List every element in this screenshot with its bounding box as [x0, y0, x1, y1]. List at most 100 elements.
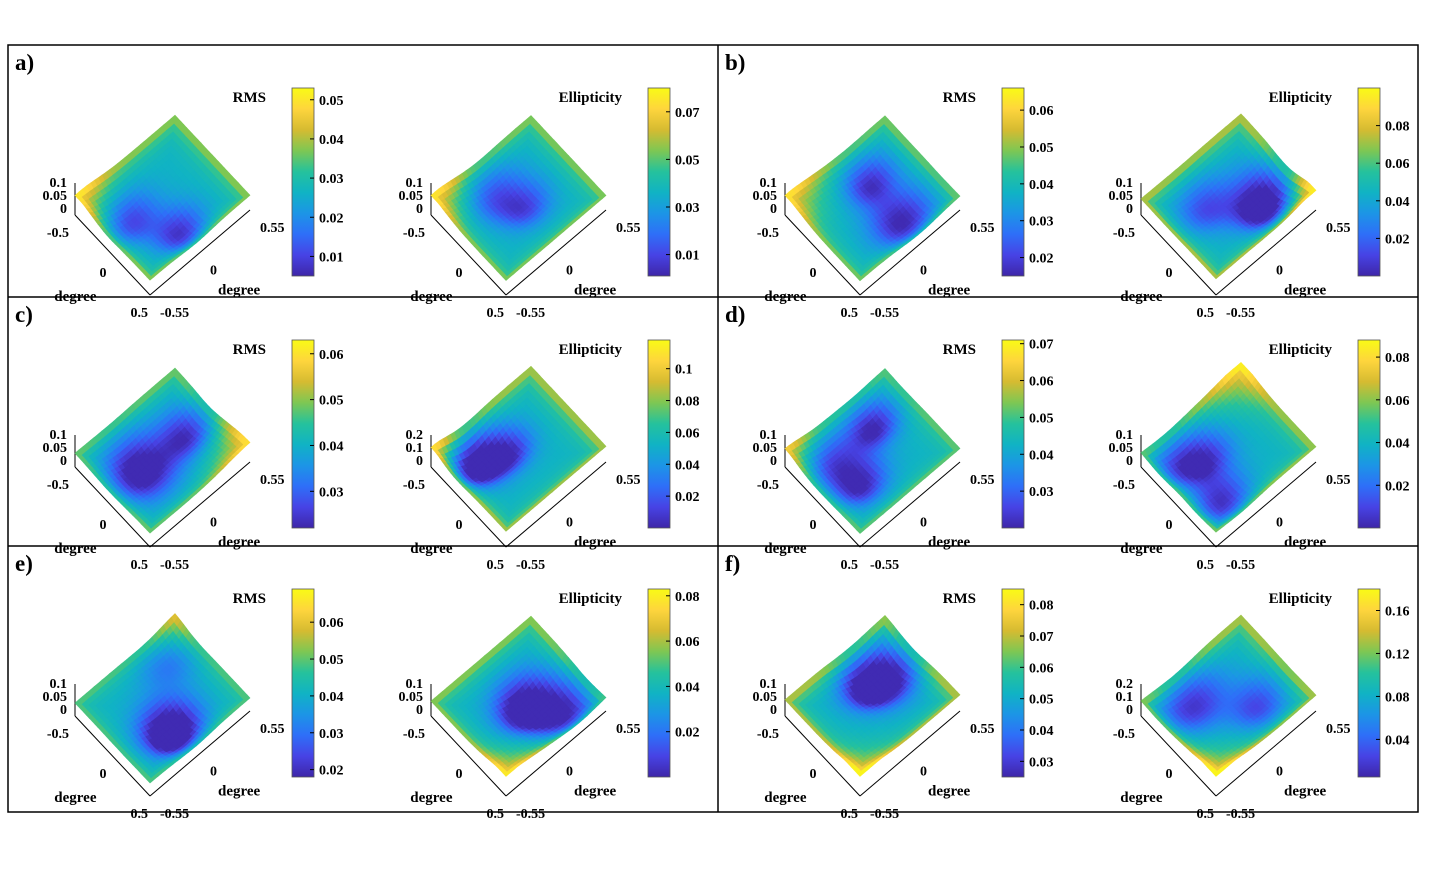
x-tick-label: 0: [456, 266, 463, 281]
colorbar-tick-label: 0.07: [1029, 338, 1054, 353]
plot-title: Ellipticity: [1269, 90, 1333, 106]
axes: [430, 183, 607, 296]
plot-title: RMS: [943, 342, 976, 358]
panel-label: b): [725, 50, 745, 75]
colorbar-tick-label: 0.05: [319, 394, 344, 409]
y-axis-label: degree: [928, 535, 971, 551]
x-axis-label: degree: [410, 289, 453, 305]
colorbar-tick-label: 0.02: [1385, 232, 1410, 247]
panel-label: a): [15, 50, 34, 75]
x-tick-label: 0: [100, 518, 107, 533]
colorbar-tick-label: 0.04: [1385, 195, 1410, 210]
colorbar-tick-label: 0.04: [319, 133, 344, 148]
colorbar-tick-label: 0.01: [319, 250, 344, 265]
colorbar-bar: [291, 339, 315, 529]
x-tick-label: 0: [100, 266, 107, 281]
x-tick-label: -0.5: [757, 226, 779, 241]
y-tick-label: 0: [920, 516, 927, 531]
y-tick-label: -0.55: [870, 558, 899, 573]
x-axis-label: degree: [764, 289, 807, 305]
colorbar-tick-label: 0.06: [319, 348, 344, 363]
y-axis-label: degree: [218, 535, 261, 551]
colorbar-tick-label: 0.06: [675, 426, 700, 441]
colorbar-tick-label: 0.05: [1029, 411, 1054, 426]
colorbar-tick-label: 0.06: [1029, 104, 1054, 119]
x-tick-label: -0.5: [757, 478, 779, 493]
x-axis-label: degree: [410, 541, 453, 557]
x-tick-label: 0.5: [1197, 306, 1215, 321]
y-tick-label: -0.55: [1226, 306, 1255, 321]
colorbar-bar: [291, 87, 315, 277]
y-tick-label: 0.55: [616, 473, 641, 488]
y-tick-label: 0.55: [970, 473, 995, 488]
x-tick-label: 0.5: [841, 306, 859, 321]
x-axis-label: degree: [1120, 289, 1163, 305]
colorbar-tick-label: 0.07: [675, 106, 700, 121]
colorbar-tick-label: 0.05: [675, 153, 700, 168]
y-axis-label: degree: [574, 535, 617, 551]
x-tick-label: -0.5: [47, 478, 69, 493]
colorbar-tick-label: 0.02: [1029, 252, 1054, 267]
plot-title: RMS: [233, 90, 266, 106]
z-tick-label: 0: [416, 202, 423, 217]
colorbar-tick-label: 0.1: [675, 363, 693, 378]
x-tick-label: 0.5: [841, 558, 859, 573]
y-axis-line: [505, 209, 607, 296]
colorbar-tick-label: 0.06: [1385, 157, 1410, 172]
colorbar-tick-label: 0.04: [1029, 178, 1054, 193]
outer-border: [7, 44, 1419, 813]
x-tick-label: 0: [1166, 266, 1173, 281]
y-tick-label: 0.55: [260, 473, 285, 488]
plot-title: Ellipticity: [559, 90, 623, 106]
plot-title: Ellipticity: [559, 342, 623, 358]
panel-label: d): [725, 302, 745, 327]
y-tick-label: 0: [210, 264, 217, 279]
y-axis-label: degree: [1284, 283, 1327, 299]
colorbar-tick-label: 0.01: [675, 249, 700, 264]
y-tick-label: 0.55: [1326, 221, 1351, 236]
colorbar-tick-label: 0.03: [319, 172, 344, 187]
y-axis-line: [149, 209, 251, 296]
colorbar-tick-label: 0.04: [1029, 448, 1054, 463]
y-tick-label: -0.55: [160, 306, 189, 321]
z-tick-label: 0: [770, 202, 777, 217]
colorbar-bar: [1001, 87, 1025, 277]
colorbar-bar: [647, 87, 671, 277]
x-tick-label: 0: [810, 518, 817, 533]
z-tick-label: 0: [416, 454, 423, 469]
colorbar-tick-label: 0.03: [1029, 215, 1054, 230]
x-tick-label: -0.5: [47, 226, 69, 241]
colorbar-tick-label: 0.02: [675, 490, 700, 505]
surface-cell: [146, 276, 155, 281]
surface: [430, 115, 607, 281]
x-tick-label: 0: [456, 518, 463, 533]
plot-title: RMS: [233, 342, 266, 358]
x-tick-label: 0.5: [487, 306, 505, 321]
y-tick-label: -0.55: [160, 558, 189, 573]
panel-grid-frame: [7, 44, 1419, 813]
axes: [74, 183, 251, 296]
y-tick-label: 0.55: [260, 221, 285, 236]
colorbar-tick-label: 0.08: [675, 395, 700, 410]
colorbar-tick-label: 0.05: [319, 94, 344, 109]
z-tick-label: 0: [60, 454, 67, 469]
x-axis-line: [74, 214, 151, 296]
colorbar-tick-label: 0.05: [1029, 141, 1054, 156]
x-axis-label: degree: [54, 289, 97, 305]
z-tick-label: 0.1: [50, 176, 68, 191]
plot-title: RMS: [943, 90, 976, 106]
y-tick-label: -0.55: [516, 558, 545, 573]
z-tick-label: 0.05: [43, 189, 68, 204]
colorbar-tick-label: 0.04: [319, 439, 344, 454]
colorbar-tick-label: 0.02: [319, 211, 344, 226]
surface: [74, 114, 251, 281]
x-tick-label: -0.5: [1113, 226, 1135, 241]
y-tick-label: 0: [566, 516, 573, 531]
z-tick-label: 0: [1126, 202, 1133, 217]
x-axis-line: [430, 214, 507, 296]
y-axis-label: degree: [574, 283, 617, 299]
y-tick-label: 0: [566, 264, 573, 279]
